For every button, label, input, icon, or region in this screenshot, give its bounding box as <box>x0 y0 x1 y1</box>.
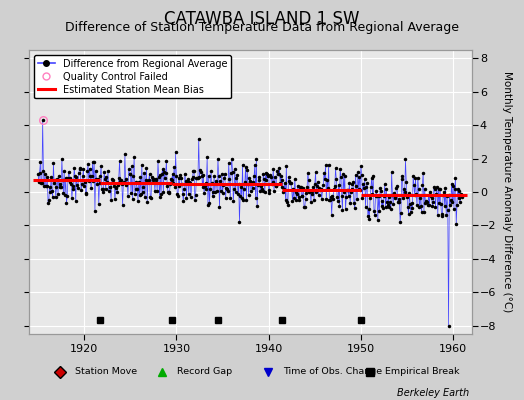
Text: Berkeley Earth: Berkeley Earth <box>397 388 469 398</box>
Y-axis label: Monthly Temperature Anomaly Difference (°C): Monthly Temperature Anomaly Difference (… <box>502 71 512 313</box>
Text: Empirical Break: Empirical Break <box>385 368 460 376</box>
Text: Difference of Station Temperature Data from Regional Average: Difference of Station Temperature Data f… <box>65 21 459 34</box>
Text: Time of Obs. Change: Time of Obs. Change <box>283 368 383 376</box>
Text: Station Move: Station Move <box>75 368 137 376</box>
Text: Record Gap: Record Gap <box>177 368 232 376</box>
Text: CATAWBA ISLAND 1 SW: CATAWBA ISLAND 1 SW <box>164 10 360 28</box>
Legend: Difference from Regional Average, Quality Control Failed, Estimated Station Mean: Difference from Regional Average, Qualit… <box>34 55 231 98</box>
